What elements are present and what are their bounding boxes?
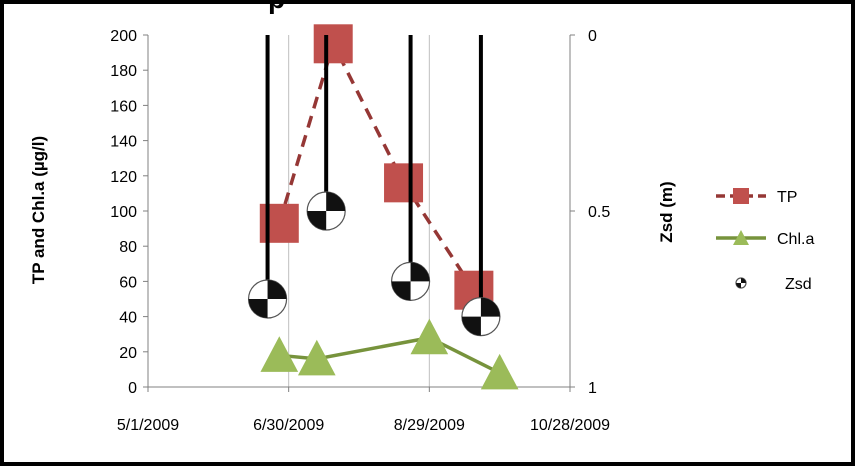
secchi-quadrant	[461, 316, 481, 336]
chla-point	[410, 318, 449, 355]
zsd-series	[247, 35, 501, 337]
secchi-quadrant	[391, 281, 411, 301]
chla-point	[260, 336, 299, 372]
y-left-tick-label: 180	[110, 63, 137, 80]
legend-tp-label: TP	[777, 189, 797, 206]
x-tick-label: 6/30/2009	[253, 417, 324, 434]
secchi-quadrant	[741, 278, 746, 283]
y-axis-left-title: TP and Chl.a (µg/l)	[29, 136, 48, 284]
y-right-tick-label: 0	[588, 28, 597, 45]
y-left-tick-label: 100	[110, 204, 137, 221]
y-left-tick-label: 40	[119, 310, 137, 327]
y-right-tick-label: 1	[588, 380, 597, 397]
secchi-quadrant	[248, 299, 268, 318]
chla-point	[297, 339, 336, 376]
zsd-point	[390, 261, 431, 301]
tp-point	[313, 24, 353, 64]
y-left-tick-label: 140	[110, 134, 137, 151]
secchi-quadrant	[410, 262, 430, 282]
zsd-point	[461, 297, 501, 337]
secchi-quadrant	[267, 280, 287, 299]
secchi-quadrant	[480, 297, 500, 317]
y-left-tick-label: 20	[119, 345, 137, 362]
y-left-tick-label: 80	[119, 239, 137, 256]
tp-line	[277, 39, 476, 292]
tp-point	[384, 163, 424, 203]
zsd-point	[306, 191, 346, 231]
legend-chla-label: Chl.a	[777, 231, 814, 248]
chla-line	[279, 335, 501, 375]
x-tick-label: 5/1/2009	[117, 417, 179, 434]
legend-zsd-label: Zsd	[785, 276, 812, 293]
zsd-point	[247, 279, 288, 319]
y-right-tick-label: 0.5	[588, 204, 610, 221]
tick-labels: 5/1/2009 6/30/2009 8/29/2009 10/28/2009 0 20 4…	[110, 28, 610, 434]
y-left-tick-label: 200	[110, 28, 137, 45]
chla-point	[480, 353, 519, 390]
chart-title-fragment: p	[268, 0, 285, 14]
legend: TP Chl.a Zsd	[716, 188, 814, 293]
legend-chla-marker	[733, 230, 749, 245]
y-left-tick-label: 60	[119, 274, 137, 291]
chla-series	[260, 318, 519, 390]
legend-tp-marker	[733, 188, 749, 204]
secchi-quadrant	[736, 283, 741, 288]
y-left-tick-label: 120	[110, 169, 137, 186]
secchi-quadrant	[307, 211, 327, 230]
x-tick-label: 8/29/2009	[394, 417, 465, 434]
legend-zsd-marker	[735, 277, 747, 289]
secchi-quadrant	[326, 192, 346, 211]
y-left-tick-label: 160	[110, 98, 137, 115]
y-axis-right-title: Zsd (m)	[657, 181, 676, 242]
x-tick-label: 10/28/2009	[530, 417, 610, 434]
y-left-tick-label: 0	[128, 380, 137, 397]
